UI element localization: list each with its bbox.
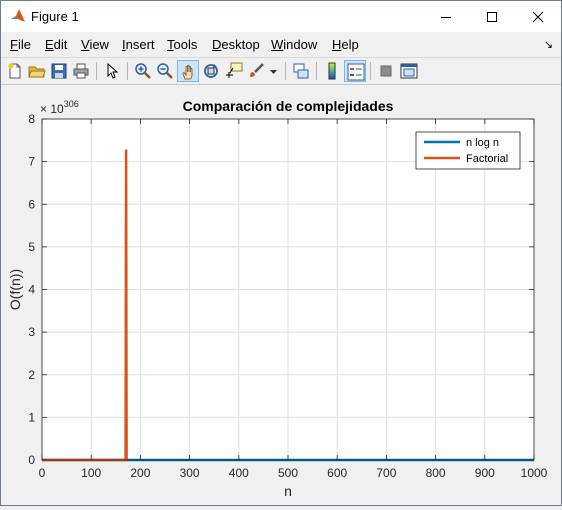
legend-label: Factorial [466, 153, 508, 165]
pan-icon[interactable] [177, 60, 199, 82]
print-icon[interactable] [70, 60, 92, 82]
menu-insert[interactable]: Insert [122, 37, 155, 52]
new-figure-icon[interactable] [4, 60, 26, 82]
zoom-out-icon[interactable] [154, 60, 176, 82]
legend-icon[interactable] [344, 60, 366, 82]
y-axis-label: O(f(n)) [7, 269, 23, 310]
brush-dropdown-icon[interactable] [267, 60, 281, 82]
menu-desktop[interactable]: Desktop [212, 37, 260, 52]
x-tick-label: 900 [475, 466, 495, 480]
toolbar-separator [127, 62, 128, 80]
rotate-3d-icon[interactable] [200, 60, 222, 82]
x-tick-label: 0 [39, 466, 46, 480]
y-tick-label: 0 [28, 453, 35, 467]
y-tick-label: 7 [28, 155, 35, 169]
edit-plot-icon[interactable] [101, 60, 123, 82]
toolbar-separator [370, 62, 371, 80]
y-tick-label: 2 [28, 368, 35, 382]
y-tick-label: 4 [28, 283, 35, 297]
x-tick-label: 300 [180, 466, 200, 480]
maximize-button[interactable] [469, 1, 515, 32]
chart-title: Comparación de complejidades [183, 98, 394, 114]
link-plot-icon[interactable] [290, 60, 312, 82]
zoom-in-icon[interactable] [132, 60, 154, 82]
x-axis-label: n [284, 483, 292, 499]
menu-bar: File Edit View Insert Tools Desktop Wind… [1, 34, 561, 56]
legend[interactable]: n log n Factorial [415, 131, 521, 170]
y-exponent-label: × 10306 [40, 99, 79, 116]
y-tick-label: 3 [28, 325, 35, 339]
maximize-icon [487, 11, 497, 22]
x-tick-label: 200 [130, 466, 150, 480]
x-tick-label: 400 [229, 466, 249, 480]
menu-file[interactable]: File [10, 37, 31, 52]
menu-tools[interactable]: Tools [167, 37, 198, 52]
x-tick-label: 600 [327, 466, 347, 480]
minimize-icon [441, 16, 451, 18]
minimize-button[interactable] [423, 1, 469, 32]
y-tick-label: 8 [28, 112, 35, 126]
axis-ticks: 0 100 200 300 400 500 600 700 800 900 1000 0 1 2 3 4 5 6 7… [28, 112, 547, 480]
brush-icon[interactable] [246, 60, 268, 82]
matlab-logo-icon [9, 7, 27, 25]
menu-help[interactable]: Help [332, 37, 359, 52]
x-tick-label: 700 [376, 466, 396, 480]
close-button[interactable] [515, 1, 561, 32]
x-tick-label: 100 [81, 466, 101, 480]
save-icon[interactable] [48, 60, 70, 82]
open-file-icon[interactable] [26, 60, 48, 82]
show-plot-tools-icon[interactable] [398, 60, 420, 82]
y-tick-label: 6 [28, 197, 35, 211]
title-bar[interactable]: Figure 1 [1, 1, 561, 32]
toolbar-separator [316, 62, 317, 80]
y-tick-label: 5 [28, 240, 35, 254]
colorbar-icon[interactable] [321, 60, 343, 82]
menu-view[interactable]: View [81, 37, 109, 52]
x-tick-label: 1000 [521, 466, 548, 480]
window-title: Figure 1 [31, 9, 79, 24]
hide-plot-tools-icon[interactable] [375, 60, 397, 82]
dock-arrow-icon[interactable]: ↘ [543, 39, 553, 51]
close-icon [532, 11, 544, 22]
legend-box [415, 131, 521, 170]
menu-window[interactable]: Window [271, 37, 318, 52]
legend-label: n log n [466, 137, 499, 149]
plot-canvas[interactable]: 0 100 200 300 400 500 600 700 800 900 1000 0 1 2 3 4 5 6 7… [1, 85, 561, 505]
data-cursor-icon[interactable] [223, 60, 245, 82]
figure-canvas[interactable]: 0 100 200 300 400 500 600 700 800 900 1000 0 1 2 3 4 5 6 7… [1, 85, 561, 505]
toolbar-separator [285, 62, 286, 80]
x-tick-label: 500 [278, 466, 298, 480]
figure-toolbar [1, 57, 561, 85]
x-tick-label: 800 [426, 466, 446, 480]
toolbar-separator [96, 62, 97, 80]
y-tick-label: 1 [28, 410, 35, 424]
menu-edit[interactable]: Edit [45, 37, 68, 52]
